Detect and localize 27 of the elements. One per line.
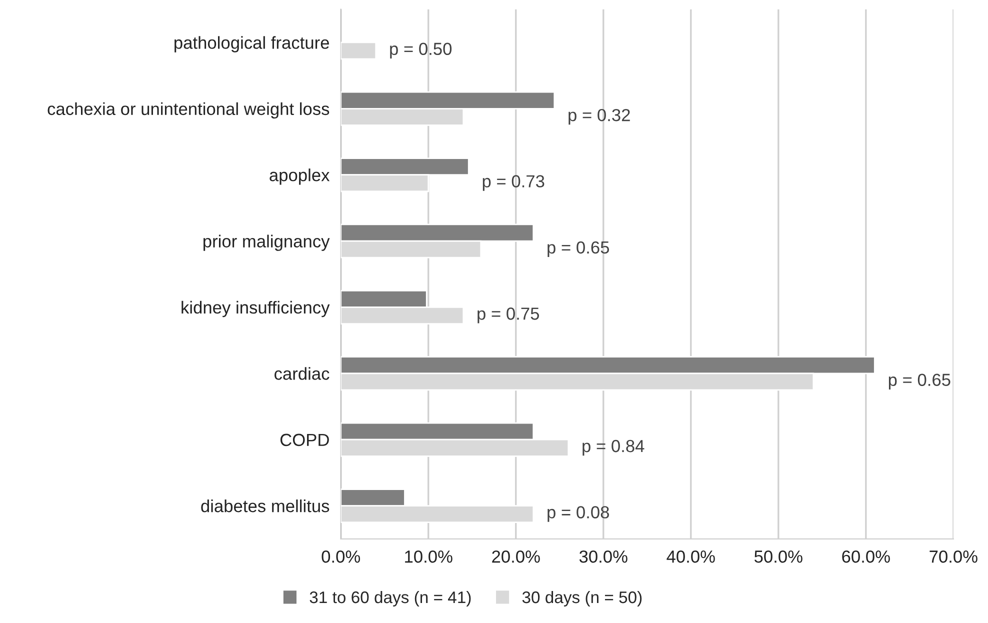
annotation: p = 0.50: [390, 42, 452, 58]
x-tick-label: 20.0%: [492, 550, 540, 563]
annotation: p = 0.08: [548, 506, 609, 522]
bar: [340, 42, 377, 60]
annotation: p = 0.65: [888, 374, 950, 390]
x-tick-label: 50.0%: [754, 550, 802, 563]
annotation: p = 0.73: [482, 175, 544, 191]
x-tick-label: 60.0%: [842, 550, 890, 563]
y-tick-label: diabetes mellitus: [201, 500, 330, 512]
y-tick-label: pathological fracture: [174, 36, 329, 52]
x-tick-label: 30.0%: [579, 550, 628, 563]
legend-label: 31 to 60 days (n = 41): [310, 590, 471, 606]
x-tick-label: 10.0%: [405, 550, 452, 563]
annotation: p = 0.84: [582, 440, 644, 456]
y-tick-label: cardiac: [274, 367, 330, 380]
y-tick-label: kidney insufficiency: [182, 300, 330, 318]
x-tick-label: 40.0%: [666, 550, 715, 563]
x-tick-label: 0.0%: [322, 550, 360, 563]
annotation: p = 0.32: [568, 108, 630, 125]
y-tick-label: cachexia or unintentional weight loss: [48, 102, 330, 119]
annotation: p = 0.75: [478, 308, 539, 324]
legend-label: 30 days (n = 50): [522, 590, 642, 606]
annotation: p = 0.65: [548, 241, 610, 258]
x-tick-label: 70.0%: [930, 550, 978, 563]
y-tick-label: prior malignancy: [204, 234, 330, 251]
y-tick-label: COPD: [280, 434, 329, 446]
y-tick-label: apoplex: [270, 168, 330, 185]
